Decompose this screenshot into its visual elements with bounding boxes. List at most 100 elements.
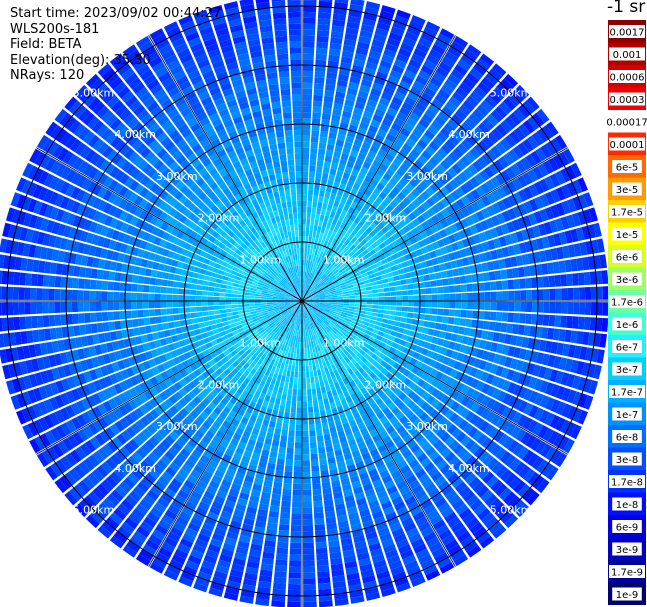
range-gate-cell	[415, 75, 428, 86]
range-gate-cell	[391, 354, 399, 362]
range-gate-cell	[583, 316, 591, 331]
range-gate-cell	[255, 441, 264, 450]
range-gate-cell	[439, 28, 455, 40]
range-gate-cell	[329, 402, 337, 410]
range-gate-cell	[537, 223, 547, 236]
range-gate-cell	[421, 267, 429, 275]
range-gate-cell	[436, 557, 452, 569]
range-gate-cell	[481, 395, 491, 407]
range-gate-cell	[437, 502, 451, 514]
range-gate-cell	[255, 416, 264, 425]
range-gate-cell	[288, 566, 301, 573]
range-gate-cell	[311, 236, 316, 244]
range-gate-cell	[291, 519, 302, 526]
range-gate-cell	[347, 360, 354, 368]
range-gate-cell	[142, 293, 149, 301]
range-gate-cell	[460, 373, 469, 384]
range-gate-cell	[345, 566, 359, 575]
range-gate-cell	[333, 253, 339, 260]
range-gate-cell	[308, 310, 314, 316]
range-gate-cell	[334, 1, 348, 10]
range-gate-cell	[332, 269, 339, 275]
range-gate-cell	[318, 271, 323, 278]
range-gate-cell	[368, 93, 380, 103]
range-gate-cell	[302, 171, 309, 178]
range-gate-cell	[346, 87, 358, 96]
range-gate-cell	[396, 506, 409, 517]
range-gate-cell	[534, 196, 544, 210]
range-gate-cell	[358, 557, 372, 567]
range-gate-cell	[359, 472, 369, 481]
range-gate-cell	[330, 162, 339, 170]
range-gate-cell	[399, 429, 410, 440]
range-gate-cell	[379, 415, 389, 425]
range-gate-cell	[465, 455, 477, 468]
range-gate-cell	[424, 129, 436, 141]
range-gate-cell	[584, 302, 592, 315]
range-gate-cell	[386, 351, 394, 359]
range-gate-cell	[382, 186, 391, 196]
range-gate-cell	[160, 301, 167, 308]
range-gate-cell	[490, 176, 501, 189]
range-gate-cell	[379, 429, 389, 439]
range-gate-cell	[308, 236, 312, 243]
range-gate-cell	[412, 80, 426, 92]
range-gate-cell	[383, 309, 390, 315]
range-gate-cell	[403, 158, 413, 168]
range-gate-cell	[293, 383, 298, 390]
range-gate-cell	[350, 0, 365, 7]
range-gate-cell	[368, 356, 376, 364]
range-gate-cell	[302, 289, 304, 296]
range-gate-cell	[208, 587, 223, 598]
range-gate-cell	[373, 324, 381, 331]
range-gate-cell	[333, 342, 339, 349]
range-gate-cell	[402, 554, 417, 565]
range-gate-cell	[405, 409, 415, 419]
range-gate-cell	[393, 59, 407, 69]
range-gate-cell	[394, 205, 403, 214]
range-gate-cell	[306, 304, 312, 308]
range-gate-cell	[406, 259, 415, 266]
range-gate-cell	[113, 311, 121, 320]
range-gate-cell	[328, 358, 334, 366]
range-gate-cell	[201, 306, 209, 312]
range-gate-cell	[325, 510, 336, 519]
range-gate-cell	[312, 293, 319, 297]
range-gate-cell	[329, 321, 336, 327]
range-gate-cell	[544, 340, 553, 353]
range-gate-cell	[396, 480, 408, 490]
range-gate-cell	[223, 591, 239, 601]
range-gate-cell	[231, 304, 238, 309]
range-gate-cell	[317, 576, 331, 584]
range-gate-cell	[258, 503, 269, 511]
range-gate-cell	[347, 388, 355, 396]
range-gate-cell	[331, 114, 341, 122]
range-gate-cell	[417, 139, 428, 150]
range-gate-cell	[399, 162, 410, 173]
range-gate-cell	[277, 452, 286, 460]
range-gate-cell	[415, 345, 423, 354]
range-gate-cell	[261, 491, 271, 500]
range-gate-cell	[311, 281, 316, 287]
range-gate-cell	[363, 353, 371, 360]
range-gate-cell	[202, 285, 209, 291]
range-gate-cell	[460, 309, 467, 318]
range-gate-cell	[426, 536, 440, 548]
range-gate-cell	[54, 276, 62, 288]
range-gate-cell	[302, 383, 307, 390]
range-gate-cell	[425, 301, 432, 308]
range-gate-cell	[318, 292, 325, 296]
range-gate-cell	[394, 454, 405, 465]
range-gate-cell	[536, 128, 549, 143]
range-gate-cell	[337, 430, 346, 438]
range-gate-cell	[390, 296, 397, 301]
range-gate-cell	[508, 301, 515, 312]
range-gate-cell	[512, 205, 522, 218]
range-gate-cell	[385, 43, 399, 53]
range-gate-cell	[304, 353, 308, 360]
range-gate-cell	[335, 139, 345, 147]
range-gate-cell	[310, 308, 316, 314]
range-gate-cell	[341, 324, 348, 330]
range-gate-cell	[337, 164, 346, 172]
range-gate-cell	[428, 103, 440, 115]
